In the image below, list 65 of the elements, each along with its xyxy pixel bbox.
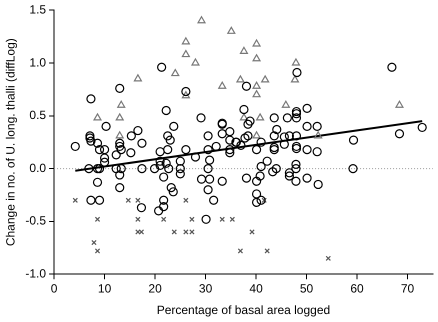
point [197,16,206,24]
point [240,113,248,121]
point [236,75,244,82]
point [171,68,180,76]
point [189,229,195,235]
x-tick-label: 10 [98,282,112,296]
point [191,58,200,66]
y-axis-title: Change in no. of U. long. thalli (diffLog) [4,38,18,246]
point [218,82,226,89]
point [135,216,141,222]
point [290,75,300,82]
y-tick-label: 0.0 [29,160,46,175]
x-tick-label: 70 [400,282,415,296]
y-tick-label: 0.5 [29,108,46,122]
point [227,26,236,34]
point [252,82,261,89]
x-tick-label: 40 [249,282,264,296]
point [183,198,189,203]
point [238,248,244,254]
point [117,100,126,108]
y-tick-label: 1.0 [29,55,46,70]
point [94,248,100,254]
point [189,216,195,222]
point [138,229,144,235]
y-tick-label: -0.5 [25,214,46,228]
point [182,50,190,58]
point [314,131,322,138]
point [116,113,124,121]
point [116,131,124,138]
point [240,46,248,54]
x-tick-label: 60 [350,282,364,296]
point [264,248,270,254]
point [172,229,177,235]
point [72,198,78,203]
point [292,58,300,66]
point [135,229,141,235]
point [249,229,255,235]
point [230,216,236,222]
point [126,198,132,203]
point [256,113,264,121]
point [91,240,97,246]
point [94,216,100,222]
point [220,216,225,222]
x-tick-label: 30 [198,282,213,296]
point [135,198,141,203]
x-tick-label: 0 [50,282,58,296]
x-tick-label: 50 [300,282,314,296]
point [252,54,261,62]
point [93,113,102,121]
point [252,131,261,138]
point [252,90,261,98]
x-axis-title: Percentage of basal area logged [156,303,330,318]
point [261,75,270,82]
point [160,216,166,222]
point [183,229,189,235]
x-tick-label: 20 [148,282,162,296]
point [182,91,190,98]
point [134,74,142,82]
point [395,100,404,108]
point [326,256,331,262]
y-tick-label: 1.5 [29,2,46,17]
y-tick-label: -1.0 [25,266,46,281]
point [252,39,261,47]
point [182,37,190,44]
point [282,100,290,108]
